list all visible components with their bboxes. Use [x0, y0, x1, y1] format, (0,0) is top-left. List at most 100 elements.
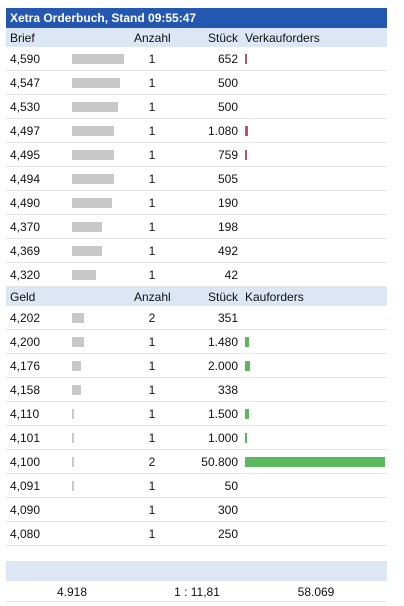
count: 1 [148, 52, 156, 66]
count: 1 [148, 124, 156, 138]
count: 1 [148, 407, 156, 421]
row [6, 402, 387, 426]
count: 1 [148, 503, 156, 517]
count: 1 [148, 431, 156, 445]
row [6, 167, 387, 191]
order-bar [245, 150, 247, 160]
row [6, 215, 387, 239]
price: 4,495 [10, 148, 41, 162]
depth-bar [72, 150, 114, 160]
quantity: 1.000 [207, 431, 238, 445]
count: 2 [148, 311, 156, 325]
price: 4,080 [10, 527, 41, 541]
column-header: Anzahl [134, 290, 171, 304]
row [6, 474, 387, 498]
row [6, 354, 387, 378]
price: 4,370 [10, 220, 41, 234]
summary-value: 1 : 11,81 [174, 585, 220, 599]
price: 4,158 [10, 383, 41, 397]
count: 1 [148, 76, 156, 90]
depth-bar [72, 102, 118, 112]
count: 1 [148, 335, 156, 349]
quantity: 50 [224, 479, 238, 493]
row [6, 330, 387, 354]
quantity: 338 [217, 383, 238, 397]
price: 4,101 [10, 431, 41, 445]
price: 4,494 [10, 172, 41, 186]
quantity: 50.800 [201, 455, 238, 469]
row [6, 426, 387, 450]
column-header: Anzahl [134, 31, 171, 45]
quantity: 300 [217, 503, 238, 517]
count: 1 [148, 527, 156, 541]
quantity: 759 [217, 148, 238, 162]
quantity: 1.080 [207, 124, 238, 138]
row [6, 71, 387, 95]
depth-bar [72, 313, 84, 323]
price: 4,110 [10, 407, 40, 421]
count: 1 [148, 244, 156, 258]
depth-bar [72, 409, 74, 419]
order-bar [245, 337, 249, 347]
quantity: 652 [217, 52, 238, 66]
count: 1 [148, 383, 156, 397]
column-header: Verkauforders [245, 31, 320, 45]
count: 1 [148, 220, 156, 234]
row [6, 143, 387, 167]
order-bar [245, 361, 250, 371]
quantity: 1.500 [207, 407, 238, 421]
quantity: 351 [217, 311, 238, 325]
count: 1 [148, 148, 156, 162]
quantity: 1.480 [207, 335, 238, 349]
column-header: Geld [10, 290, 36, 304]
row [6, 306, 387, 330]
count: 1 [148, 479, 156, 493]
order-bar [245, 126, 248, 136]
order-bar [245, 457, 385, 467]
count: 1 [148, 359, 156, 373]
quantity: 505 [217, 172, 238, 186]
price: 4,497 [10, 124, 41, 138]
quantity: 2.000 [207, 359, 238, 373]
price: 4,090 [10, 503, 41, 517]
quantity: 500 [217, 76, 238, 90]
quantity: 190 [217, 196, 238, 210]
count: 1 [148, 268, 156, 282]
price: 4,320 [10, 268, 41, 282]
count: 2 [148, 455, 156, 469]
row [6, 498, 387, 522]
depth-bar [72, 174, 114, 184]
price: 4,530 [10, 100, 41, 114]
column-header: Kauforders [245, 290, 304, 304]
column-header: Stück [208, 31, 239, 45]
price: 4,547 [10, 76, 41, 90]
quantity: 250 [217, 527, 238, 541]
row [6, 191, 387, 215]
section-header [6, 287, 387, 306]
row [6, 47, 387, 71]
price: 4,200 [10, 335, 41, 349]
order-bar [245, 54, 247, 64]
depth-bar [72, 337, 84, 347]
quantity: 198 [217, 220, 238, 234]
row [6, 378, 387, 402]
depth-bar [72, 78, 120, 88]
section-header [6, 28, 387, 47]
column-header: Stück [208, 290, 239, 304]
price: 4,091 [10, 479, 41, 493]
quantity: 42 [224, 268, 238, 282]
count: 1 [148, 100, 156, 114]
title: Xetra Orderbuch, Stand 09:55:47 [6, 8, 387, 28]
count: 1 [148, 196, 156, 210]
order-bar [245, 433, 247, 443]
depth-bar [72, 222, 102, 232]
summary-line [6, 601, 387, 602]
price: 4,490 [10, 196, 41, 210]
row [6, 95, 387, 119]
depth-bar [72, 385, 81, 395]
summary-value: 58.069 [297, 585, 335, 599]
column-header: Brief [10, 31, 35, 45]
price: 4,369 [10, 244, 41, 258]
price: 4,202 [10, 311, 41, 325]
